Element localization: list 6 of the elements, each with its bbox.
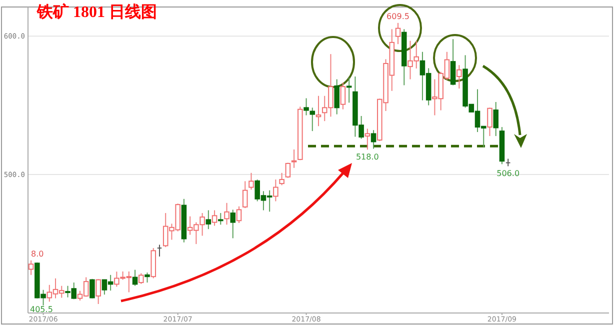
annotation: 405.5 (30, 305, 53, 314)
annotation: 506.0 (496, 169, 520, 178)
annotation: 518.0 (356, 152, 379, 162)
annotation: 609.5 (386, 12, 410, 21)
chart-title: 铁矿 1801 日线图 (36, 3, 157, 21)
annotation: 8.0 (31, 249, 44, 258)
